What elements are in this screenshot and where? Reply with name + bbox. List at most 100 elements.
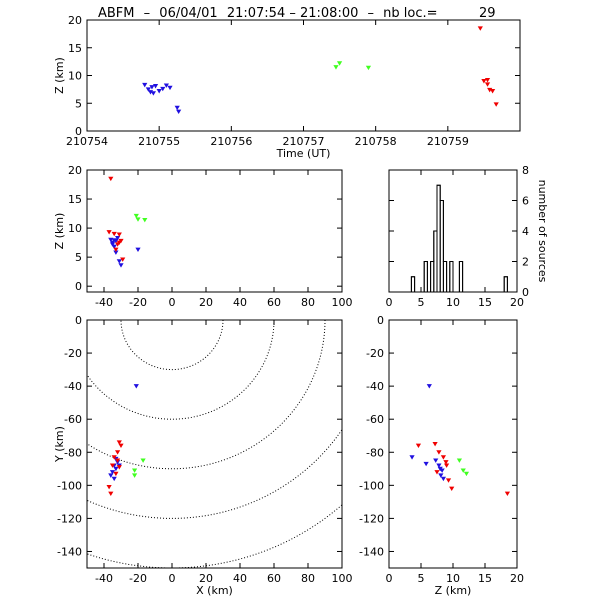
blue-source-point [409,455,415,460]
range-ring [120,320,224,371]
histogram-bar [449,261,454,293]
red-source-point [445,478,452,483]
green-source-point [460,468,466,473]
y-tick-label: 8 [522,164,529,177]
red-source-point [106,484,112,490]
blue-source-point [135,247,141,252]
red-source-point [436,450,442,455]
title-time-range: 21:07:54 – 21:08:00 [227,6,359,21]
x-tick-label: 80 [301,572,315,585]
y-tick-label: 0 [377,314,384,327]
blue-source-point [167,85,173,91]
blue-source-point [147,90,154,95]
y-tick-label: -140 [57,545,82,558]
y-tick-label: -120 [359,512,384,525]
blue-source-point [108,473,114,478]
time-height-panel: 210754 210755 210756 210757 210758 210759 0 5 10… [53,14,521,160]
blue-source-point [438,473,444,478]
x-tick-label: 0 [169,296,176,309]
red-source-point [481,79,487,84]
x-tick-label: 80 [301,296,315,309]
y-axis-label: Y (km) [53,426,66,463]
red-source-point [449,486,455,492]
red-source-point [477,26,483,31]
time-height-frame [86,19,521,132]
x-tick-label: -20 [129,296,147,309]
y-tick-label: -80 [64,446,82,459]
histogram-bar [423,261,428,293]
y-tick-label: 15 [68,42,82,55]
title-nb-label: nb loc.= [383,6,437,21]
blue-source-point [160,86,166,92]
y-tick-label: -100 [359,479,384,492]
red-source-point [504,491,510,496]
x-tick-label: 0 [386,572,393,585]
red-source-point [443,460,449,465]
y-tick-label: 2 [522,256,529,269]
red-source-point [111,231,117,237]
blue-source-point [109,242,116,247]
red-source-point [113,247,119,252]
x-axis-label: Time (UT) [276,147,331,160]
x-tick-label: 100 [332,572,353,585]
y-tick-label: -120 [57,512,82,525]
green-source-point [133,213,139,219]
red-source-point [115,242,121,247]
red-source-point [115,458,121,463]
y-tick-label: -60 [64,413,82,426]
histogram-bar [410,276,416,293]
y-tick-label: 10 [68,70,82,83]
title-nb-value: 29 [479,6,496,21]
x-tick-label: 60 [267,572,281,585]
x-tick-label: 210754 [66,135,108,148]
x-tick-label: 15 [478,572,492,585]
blue-source-point [150,91,156,96]
blue-source-point [111,238,117,243]
range-rings [87,320,342,568]
blue-source-point [115,235,121,241]
blue-source-point [437,466,443,472]
x-tick-label: 20 [199,572,213,585]
x-tick-label: 210757 [283,135,325,148]
red-source-point [116,440,122,445]
x-tick-label: -40 [95,296,113,309]
green-source-point [336,61,343,66]
y-tick-label: -20 [366,347,384,360]
y-tick-label: 0 [75,125,82,138]
y-tick-label: 20 [68,14,82,27]
histogram-bar [442,261,448,293]
green-source-point [135,217,141,222]
y-tick-label: -80 [366,446,384,459]
x-tick-label: 20 [510,296,524,309]
y-axis-label: Z (km) [53,57,66,94]
green-source-point [132,468,138,473]
x-tick-label: 210755 [138,135,180,148]
y-tick-label: -100 [57,479,82,492]
red-source-point [106,230,112,235]
x-tick-label: 40 [233,296,247,309]
red-source-point [108,176,114,182]
y-axis-label: Z (km) [53,213,66,250]
green-source-point [456,458,462,463]
blue-source-point [176,109,182,114]
blue-source-point [113,250,119,255]
zy-panel: 0 5 10 15 20 0 -20 -40 -60 -80 -100 -120 -140 Z (km) [359,314,524,597]
y-tick-label: 15 [68,193,82,206]
x-tick-label: 210758 [355,135,397,148]
x-tick-label: 10 [446,572,460,585]
blue-source-point [142,82,148,88]
blue-source-point [174,105,180,111]
x-tick-label: 20 [510,572,524,585]
blue-source-point [116,259,122,264]
figure-title: ABFM – 06/04/01 21:07:54 – 21:08:00 – nb… [98,6,496,21]
red-source-point [440,455,446,460]
green-source-point [333,65,339,70]
red-source-point [434,470,440,475]
red-source-point [108,491,114,496]
xz-frame [86,169,343,293]
xz-panel: -40 -20 0 20 40 60 80 100 0 5 10 15 20 Z (km) [53,164,353,309]
red-source-point [415,443,422,449]
blue-source-point [133,384,139,389]
red-source-point [118,443,124,449]
